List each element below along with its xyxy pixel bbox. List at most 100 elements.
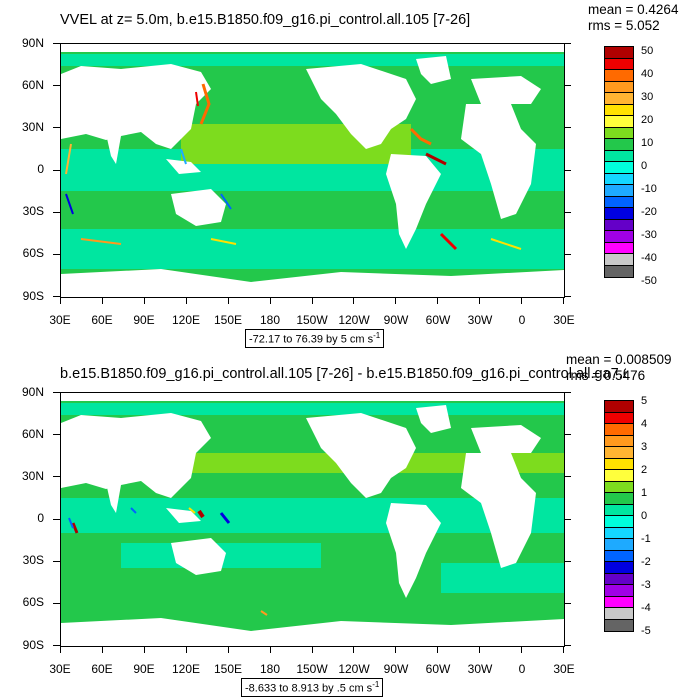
lon-label: 120W (338, 662, 370, 676)
colorbar-swatch (605, 401, 633, 413)
colorbar-swatch (605, 173, 633, 185)
lat-tick (564, 645, 571, 646)
lon-tick (479, 646, 481, 653)
colorbar-swatch (605, 447, 633, 459)
lat-tick (53, 392, 60, 393)
lat-label: 90S (22, 289, 44, 303)
colorbar-swatch (605, 116, 633, 128)
lon-tick (311, 646, 313, 653)
lon-tick (60, 297, 61, 304)
lat-tick (53, 127, 60, 129)
colorbar-swatch (605, 208, 633, 220)
lat-tick (53, 296, 60, 297)
colorbar-label: 20 (641, 114, 654, 126)
lat-tick (53, 434, 60, 436)
colorbar-swatch (605, 619, 633, 631)
colorbar-label: 50 (641, 45, 654, 57)
lon-tick (563, 646, 564, 653)
colorbar-swatch (605, 458, 633, 470)
lon-tick (269, 646, 271, 653)
lat-tick (53, 476, 60, 478)
colorbar-swatch (605, 585, 633, 597)
lon-label: 150W (296, 662, 328, 676)
lat-tick (564, 296, 571, 297)
lon-label: 30W (467, 662, 493, 676)
lat-label: 30S (22, 553, 44, 567)
lat-tick (564, 392, 571, 393)
lat-tick (53, 602, 60, 604)
colorbar-swatch (605, 516, 633, 528)
lat-label: 60N (21, 427, 44, 441)
colorbar-swatch (605, 562, 633, 574)
colorbar-swatch (605, 481, 633, 493)
colorbar-swatch (605, 573, 633, 585)
lat-tick (564, 85, 571, 87)
colorbar-label: -20 (641, 206, 657, 218)
lon-tick (101, 646, 103, 653)
lon-tick (437, 646, 439, 653)
panel-vvel: VVEL at z= 5.0m, b.e15.B1850.f09_g16.pi_… (21, 2, 678, 348)
lat-tick (564, 127, 571, 129)
colorbar-label: -2 (641, 556, 651, 568)
ocean-field-map (61, 44, 564, 297)
lon-tick (521, 646, 523, 653)
colorbar-label: 10 (641, 137, 654, 149)
lat-label: 60N (21, 78, 44, 92)
colorbar (604, 400, 634, 632)
colorbar-label: -4 (641, 602, 651, 614)
colorbar-swatch (605, 93, 633, 105)
lon-tick (353, 646, 355, 653)
lat-label: 90N (21, 385, 44, 399)
colorbar-swatch (605, 242, 633, 254)
colorbar-swatch (605, 504, 633, 516)
colorbar-label: -1 (641, 533, 651, 545)
colorbar-label: 4 (641, 418, 648, 430)
colorbar-swatch (605, 150, 633, 162)
contour-range-text: -72.17 to 76.39 by 5 cm s (249, 333, 374, 346)
lon-label: 0 (518, 662, 526, 676)
lon-tick (185, 297, 187, 304)
lon-tick (143, 297, 145, 304)
rms-value: rms = 5.052 (588, 18, 660, 33)
lon-label: 90W (383, 662, 409, 676)
lat-tick (53, 169, 60, 171)
lat-label: 90S (22, 638, 44, 652)
lon-label: 180 (259, 662, 281, 676)
lat-label: 0 (37, 511, 44, 525)
lat-tick (564, 602, 571, 604)
lon-tick (563, 297, 564, 304)
lon-tick (185, 646, 187, 653)
lat-label: 90N (21, 36, 44, 50)
colorbar-label: -3 (641, 579, 651, 591)
colorbar-swatch (605, 596, 633, 608)
panel-difference: mean = 0.008509 rms = 0.5476 b.e15.B1850… (0, 350, 700, 700)
colorbar-label: -40 (641, 252, 657, 264)
world-map (60, 43, 565, 298)
lon-tick (479, 297, 481, 304)
lon-label: 30W (467, 313, 493, 327)
lon-tick (143, 646, 145, 653)
colorbar-swatch (605, 162, 633, 174)
colorbar-label: -50 (641, 275, 657, 287)
panel-title: b.e15.B1850.f09_g16.pi_control.all.105 [… (60, 366, 626, 382)
colorbar-swatch (605, 185, 633, 197)
lon-label: 30E (553, 313, 575, 327)
lat-tick (53, 253, 60, 255)
lon-label: 30E (49, 662, 71, 676)
colorbar-label: 2 (641, 464, 648, 476)
lon-tick (227, 646, 229, 653)
unit-exponent: -1 (372, 680, 380, 689)
lat-tick (564, 211, 571, 213)
colorbar-swatch (605, 470, 633, 482)
lat-label: 0 (37, 162, 44, 176)
lon-label: 90W (383, 313, 409, 327)
lon-label: 30E (49, 313, 71, 327)
rms-value: rms = 0.5476 (566, 368, 646, 383)
colorbar-label: 0 (641, 160, 648, 172)
colorbar-label: -10 (641, 183, 657, 195)
colorbar-swatch (605, 127, 633, 139)
colorbar-swatch (605, 104, 633, 116)
colorbar-swatch (605, 70, 633, 82)
lat-tick (53, 518, 60, 520)
lat-tick (53, 43, 60, 44)
